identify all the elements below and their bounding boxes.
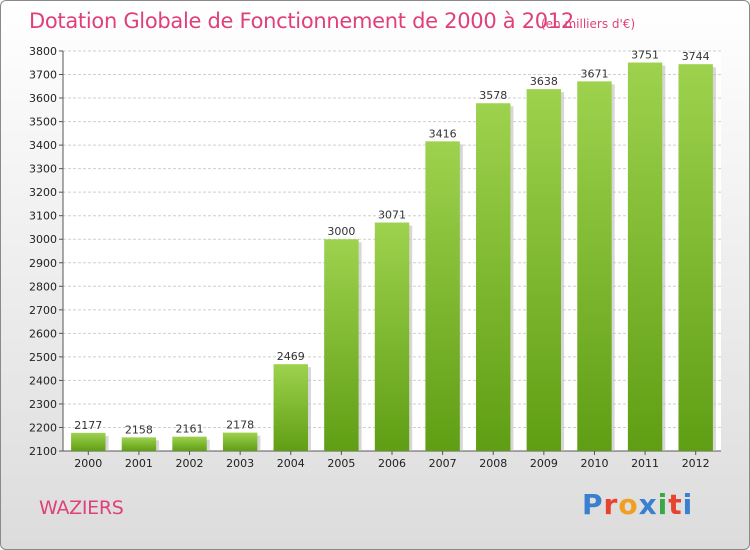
x-tick-label-2004: 2004: [277, 457, 305, 470]
bar-2012: [678, 64, 713, 452]
y-tick-label: 3000: [29, 233, 57, 246]
x-tick-label-2007: 2007: [429, 457, 457, 470]
chart-unit-note: (en milliers d'€): [541, 17, 636, 31]
value-label-2000: 2177: [74, 419, 102, 432]
y-tick-label: 2300: [29, 398, 57, 411]
y-tick-label: 2400: [29, 374, 57, 387]
bar-2009: [526, 89, 562, 451]
bar-2004: [273, 364, 308, 451]
x-tick-label-2008: 2008: [479, 457, 507, 470]
x-tick-label-2005: 2005: [327, 457, 355, 470]
bar-2001: [121, 437, 157, 451]
value-label-2009: 3638: [530, 75, 558, 88]
value-label-2002: 2161: [176, 423, 204, 436]
x-tick-label-2012: 2012: [682, 457, 710, 470]
y-tick-label: 3600: [29, 92, 57, 105]
y-tick-label: 3100: [29, 210, 57, 223]
x-tick-label-2001: 2001: [125, 457, 153, 470]
y-tick-label: 3700: [29, 69, 57, 82]
x-tick-label-2010: 2010: [580, 457, 608, 470]
value-label-2010: 3671: [580, 67, 608, 80]
bar-2003: [222, 432, 258, 451]
bar-2010: [577, 81, 612, 452]
logo-letter: P: [582, 488, 604, 521]
value-label-2008: 3578: [479, 89, 507, 102]
x-tick-label-2003: 2003: [226, 457, 254, 470]
logo-letter: t: [668, 488, 683, 521]
bar-2006: [374, 222, 410, 451]
y-tick-label: 3500: [29, 116, 57, 129]
y-tick-label: 3300: [29, 163, 57, 176]
x-tick-label-2002: 2002: [176, 457, 204, 470]
x-tick-label-2009: 2009: [530, 457, 558, 470]
logo-letter: i: [657, 488, 669, 521]
y-tick-label: 2800: [29, 280, 57, 293]
x-tick-label-2011: 2011: [631, 457, 659, 470]
value-label-2001: 2158: [125, 423, 153, 436]
logo-letter: r: [603, 488, 619, 521]
y-tick-label: 2500: [29, 351, 57, 364]
chart-title: Dotation Globale de Fonctionnement de 20…: [29, 9, 574, 33]
value-label-2012: 3744: [682, 50, 710, 63]
logo-letter: o: [618, 488, 639, 521]
y-tick-label: 3400: [29, 139, 57, 152]
value-label-2005: 3000: [327, 225, 355, 238]
logo-letter: x: [638, 488, 658, 521]
commune-name: WAZIERS: [39, 497, 124, 519]
y-tick-label: 2700: [29, 304, 57, 317]
value-label-2011: 3751: [631, 49, 659, 62]
value-label-2006: 3071: [378, 209, 406, 222]
bar-2002: [172, 436, 207, 451]
value-label-2007: 3416: [429, 127, 457, 140]
bar-2007: [425, 141, 460, 451]
y-tick-label: 2600: [29, 327, 57, 340]
value-label-2003: 2178: [226, 419, 254, 432]
bar-2011: [627, 62, 663, 451]
logo-letter: i: [682, 488, 694, 521]
bar-2008: [476, 103, 511, 451]
y-tick-label: 2900: [29, 257, 57, 270]
bar-2005: [324, 239, 359, 451]
value-label-2004: 2469: [277, 350, 305, 363]
proxiti-logo: Proxiti: [582, 488, 693, 521]
bar-2000: [71, 432, 106, 451]
y-tick-label: 2200: [29, 421, 57, 434]
y-tick-label: 3800: [29, 45, 57, 58]
y-tick-label: 2100: [29, 445, 57, 458]
y-tick-label: 3200: [29, 186, 57, 199]
x-tick-label-2006: 2006: [378, 457, 406, 470]
x-tick-label-2000: 2000: [74, 457, 102, 470]
